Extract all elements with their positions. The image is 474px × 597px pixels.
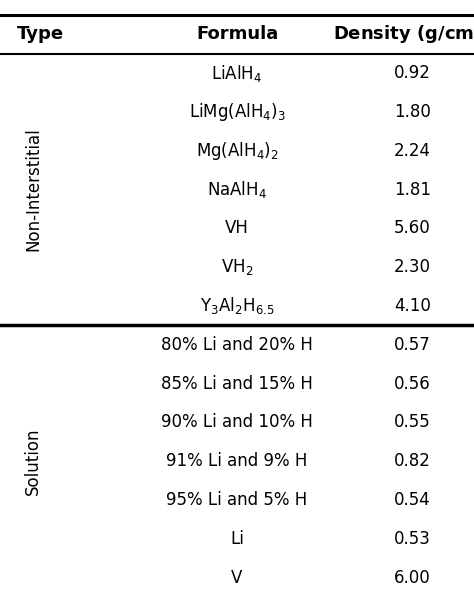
Text: VH: VH	[225, 219, 249, 238]
Text: Li: Li	[230, 530, 244, 548]
Text: 5.60: 5.60	[394, 219, 431, 238]
Text: LiMg(AlH$_4$)$_3$: LiMg(AlH$_4$)$_3$	[189, 101, 285, 123]
Text: Density (g/cm$^3$): Density (g/cm$^3$)	[333, 22, 474, 47]
Text: 0.53: 0.53	[394, 530, 431, 548]
Text: 0.56: 0.56	[394, 374, 431, 393]
Text: V: V	[231, 568, 243, 587]
Text: Type: Type	[17, 25, 64, 44]
Text: VH$_2$: VH$_2$	[221, 257, 253, 277]
Text: Y$_3$Al$_2$H$_{6.5}$: Y$_3$Al$_2$H$_{6.5}$	[200, 296, 274, 316]
Text: LiAlH$_4$: LiAlH$_4$	[211, 63, 263, 84]
Text: Solution: Solution	[24, 427, 42, 495]
Text: 1.81: 1.81	[394, 180, 431, 199]
Text: 91% Li and 9% H: 91% Li and 9% H	[166, 452, 308, 470]
Text: Mg(AlH$_4$)$_2$: Mg(AlH$_4$)$_2$	[196, 140, 278, 162]
Text: Non-Interstitial: Non-Interstitial	[24, 128, 42, 251]
Text: 2.30: 2.30	[394, 258, 431, 276]
Text: 0.54: 0.54	[394, 491, 431, 509]
Text: 6.00: 6.00	[394, 568, 431, 587]
Text: 2.24: 2.24	[394, 141, 431, 160]
Text: 1.80: 1.80	[394, 103, 431, 121]
Text: 0.57: 0.57	[394, 336, 431, 354]
Text: 95% Li and 5% H: 95% Li and 5% H	[166, 491, 308, 509]
Text: Formula: Formula	[196, 25, 278, 44]
Text: NaAlH$_4$: NaAlH$_4$	[207, 179, 267, 200]
Text: 0.55: 0.55	[394, 413, 431, 432]
Text: 80% Li and 20% H: 80% Li and 20% H	[161, 336, 313, 354]
Text: 0.82: 0.82	[394, 452, 431, 470]
Text: 90% Li and 10% H: 90% Li and 10% H	[161, 413, 313, 432]
Text: 0.92: 0.92	[394, 64, 431, 82]
Text: 4.10: 4.10	[394, 297, 431, 315]
Text: 85% Li and 15% H: 85% Li and 15% H	[161, 374, 313, 393]
